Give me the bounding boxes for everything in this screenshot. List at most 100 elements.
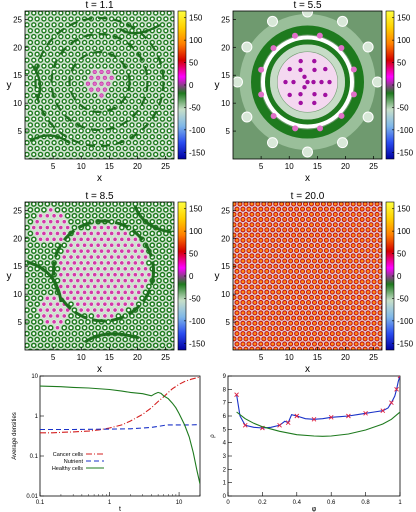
cell-dot: [374, 305, 380, 311]
cell-dot: [243, 222, 249, 228]
cell-dot: [132, 139, 139, 146]
cell-dot: [240, 206, 246, 212]
cell-dot: [152, 57, 159, 63]
cell-dot: [81, 63, 88, 69]
cell-dot: [61, 145, 67, 152]
cell-dot: [37, 151, 44, 158]
cell-dot: [215, 320, 219, 324]
cell-dot: [44, 213, 50, 219]
cell-dot: [345, 368, 349, 372]
cell-dot: [61, 313, 67, 319]
cell-dot: [116, 301, 121, 307]
cell-dot: [348, 363, 352, 367]
cell-dot: [150, 170, 154, 174]
cell-dot: [173, 58, 174, 62]
cell-dot: [149, 313, 156, 319]
cell-dot: [298, 58, 303, 64]
cell-dot: [105, 248, 111, 254]
cell-dot: [85, 57, 91, 63]
cell-dot: [181, 176, 185, 180]
cell-dot: [204, 147, 208, 151]
cell-dot: [273, 232, 279, 238]
cell-dot: [273, 253, 279, 259]
cell-dot: [194, 117, 198, 121]
colorbar-tick-label: 0: [397, 272, 402, 281]
cell-dot: [306, 279, 311, 285]
x-tick-label: 0: [226, 500, 230, 506]
cell-dot: [241, 111, 253, 123]
cell-dot: [368, 305, 374, 311]
cell-dot: [362, 305, 368, 311]
cell-dot: [92, 225, 98, 230]
cell-dot: [149, 336, 156, 343]
cell-dot: [115, 75, 122, 81]
y-tick-label: 10: [13, 99, 22, 108]
cell-dot: [374, 211, 380, 217]
cell-dot: [166, 330, 173, 337]
cell-dot: [411, 358, 415, 362]
cell-dot: [288, 300, 294, 306]
cell-dot: [92, 104, 98, 110]
cell-dot: [59, 367, 63, 371]
cell-dot: [211, 349, 215, 353]
cell-dot: [75, 266, 81, 272]
cell-dot: [365, 268, 371, 274]
cell-dot: [125, 139, 132, 146]
cell-dot: [405, 285, 409, 289]
cell-dot: [162, 301, 169, 308]
cell-dot: [243, 294, 249, 300]
series-line-1: [236, 411, 400, 437]
cell-dot: [64, 92, 71, 99]
cell-dot: [377, 268, 382, 274]
cell-dot: [371, 300, 377, 306]
cell-dot: [297, 315, 303, 321]
cell-dot: [362, 315, 368, 321]
cell-dot: [173, 105, 174, 110]
cell-dot: [106, 176, 110, 180]
cell-dot: [163, 122, 169, 128]
cell-dot: [58, 151, 64, 158]
cell-dot: [105, 202, 112, 207]
cell-dot: [75, 51, 81, 57]
cell-dot: [240, 310, 246, 316]
cell-dot: [208, 249, 212, 253]
cell-dot: [326, 232, 332, 238]
cell-dot: [246, 289, 252, 295]
cell-dot: [249, 211, 255, 217]
cell-dot: [75, 98, 81, 105]
cell-dot: [221, 225, 225, 229]
cell-dot: [132, 45, 139, 52]
heatmap-field: [25, 202, 225, 371]
cell-dot: [54, 86, 61, 93]
cell-dot: [173, 213, 174, 218]
cell-dot: [133, 260, 138, 266]
cell-dot: [109, 278, 115, 283]
cell-dot: [163, 27, 169, 34]
cell-dot: [129, 16, 135, 22]
cell-dot: [173, 343, 174, 348]
cell-dot: [81, 98, 88, 105]
cell-dot: [291, 305, 297, 311]
cell-dot: [85, 307, 91, 313]
cell-dot: [112, 248, 118, 254]
y-tick-label: 25: [221, 206, 230, 215]
cell-dot: [215, 237, 219, 241]
cell-dot: [152, 212, 159, 219]
cell-dot: [374, 263, 380, 269]
x-tick-label: 10: [285, 353, 294, 362]
cell-dot: [267, 284, 273, 290]
cell-dot: [169, 86, 174, 93]
cell-dot: [208, 58, 212, 62]
cell-dot: [297, 274, 303, 280]
cell-dot: [276, 300, 282, 306]
cell-dot: [215, 152, 219, 156]
cell-dot: [27, 110, 34, 116]
cell-dot: [72, 295, 77, 301]
cell-dot: [211, 123, 215, 127]
cell-dot: [350, 202, 356, 207]
cell-dot: [303, 202, 309, 207]
cell-dot: [139, 248, 145, 254]
cell-dot: [159, 283, 166, 290]
cell-dot: [295, 363, 299, 367]
